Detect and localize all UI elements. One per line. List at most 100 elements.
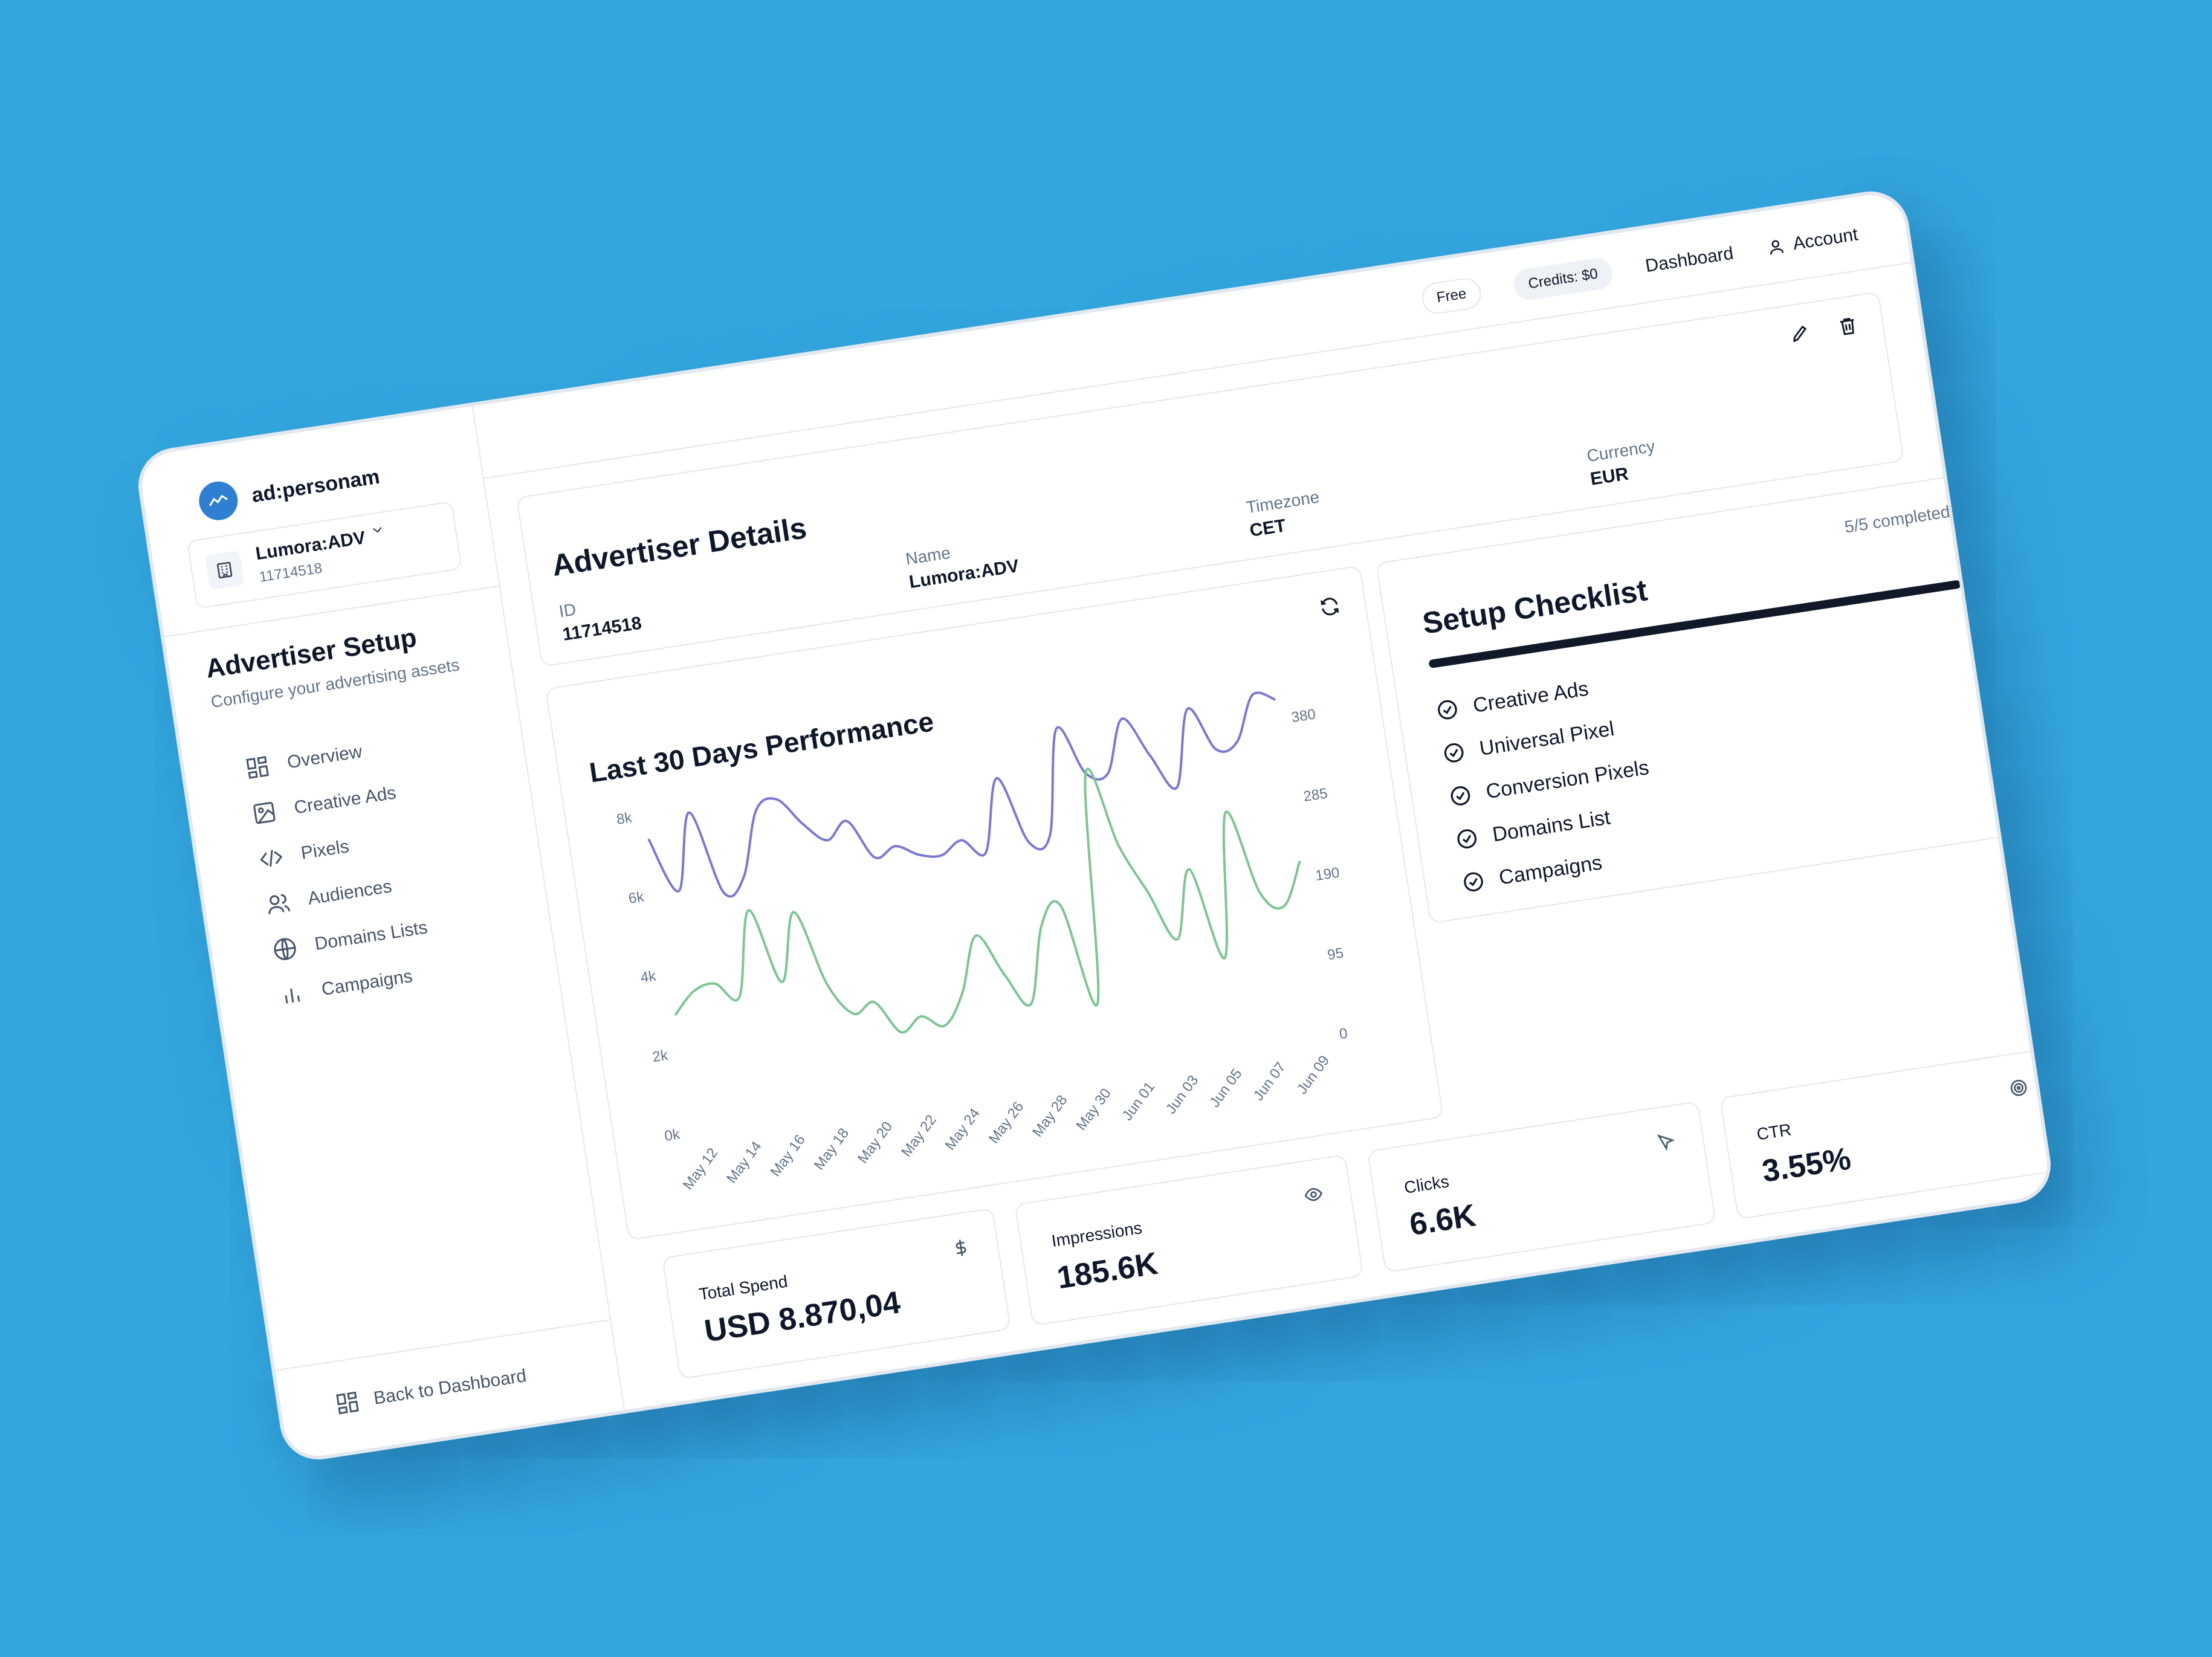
sidebar-item-audiences[interactable]: Audiences xyxy=(263,859,424,928)
nav-dashboard-link[interactable]: Dashboard xyxy=(1644,244,1735,277)
edit-icon[interactable] xyxy=(1788,321,1812,345)
sidebar-footer: Back to Dashboard xyxy=(275,1319,624,1461)
sidebar-item-label: Campaigns xyxy=(320,966,414,1000)
check-circle-icon xyxy=(1450,786,1470,806)
trash-icon[interactable] xyxy=(1836,314,1860,338)
sidebar-item-creative-ads[interactable]: Creative Ads xyxy=(249,769,410,838)
nav-account-label: Account xyxy=(1791,224,1860,254)
setup-checklist-card: Setup Checklist 5/5 completed Creative A… xyxy=(1376,471,2037,924)
stat-value: 6.6K xyxy=(1407,1198,1478,1243)
x-tick-label: May 26 xyxy=(986,1099,1027,1146)
stat-label: Impressions xyxy=(1050,1218,1143,1251)
main-content: Advertiser Details ID 11714518 Name Lumo… xyxy=(483,262,2056,1410)
x-tick-label: May 20 xyxy=(855,1119,896,1166)
chevron-down-icon[interactable] xyxy=(369,521,387,539)
y-right-tick-label: 380 xyxy=(1290,706,1317,726)
y-right-tick-label: 285 xyxy=(1302,785,1329,805)
sidebar-item-label: Pixels xyxy=(299,836,351,864)
x-tick-label: May 18 xyxy=(811,1125,852,1173)
account-id: 11714518 xyxy=(258,560,323,586)
field-id: ID 11714518 xyxy=(558,590,643,645)
eye-icon xyxy=(1304,1188,1323,1201)
x-tick-label: May 30 xyxy=(1073,1085,1114,1133)
sidebar-item-pixels[interactable]: Pixels xyxy=(256,814,417,883)
y-left-tick-label: 2k xyxy=(652,1047,670,1065)
grid-icon xyxy=(246,756,269,779)
checklist-item[interactable]: Conversion Pixels xyxy=(1446,746,1652,819)
cursor-icon xyxy=(1657,1134,1675,1151)
stat-label: Total Spend xyxy=(697,1271,789,1304)
x-tick-label: May 28 xyxy=(1029,1092,1070,1140)
building-icon xyxy=(204,550,245,590)
checklist-list: Creative Ads Universal Pixel Conversion … xyxy=(1433,660,1665,905)
field-timezone: Timezone CET xyxy=(1245,487,1324,541)
y-left-tick-label: 8k xyxy=(615,809,633,828)
credits-badge: Credits: $0 xyxy=(1512,256,1615,302)
clicks-series-line xyxy=(674,767,1301,1034)
brand[interactable]: ad:personam xyxy=(196,457,383,523)
users-icon xyxy=(268,894,291,914)
stat-card-total-spend: Total Spend USD 8.870,04 xyxy=(661,1207,1012,1380)
checklist-item-label: Domains List xyxy=(1490,806,1612,846)
sidebar-item-label: Domains Lists xyxy=(313,917,429,954)
x-tick-label: Jun 07 xyxy=(1250,1059,1289,1104)
grid-icon xyxy=(336,1391,359,1415)
x-tick-label: Jun 05 xyxy=(1206,1066,1245,1111)
app-screen: ad:personam Lumora:ADV 11714518 Advertis… xyxy=(137,190,2056,1461)
sidebar-item-label: Overview xyxy=(285,741,364,773)
nav-dashboard-label: Dashboard xyxy=(1644,243,1735,277)
check-circle-icon xyxy=(1457,829,1477,848)
stat-card-clicks: Clicks 6.6K xyxy=(1366,1100,1716,1273)
x-tick-label: May 16 xyxy=(767,1132,808,1180)
checklist-item[interactable]: Campaigns xyxy=(1459,832,1665,905)
x-tick-label: May 22 xyxy=(898,1112,939,1160)
account-name: Lumora:ADV xyxy=(254,528,367,564)
field-name: Name Lumora:ADV xyxy=(904,534,1020,593)
top-bar: Free Credits: $0 Dashboard Account xyxy=(471,190,1912,479)
y-left-tick-label: 0k xyxy=(664,1126,682,1145)
user-icon xyxy=(1770,240,1784,255)
checklist-item-label: Campaigns xyxy=(1497,850,1604,890)
account-switcher[interactable]: Lumora:ADV 11714518 xyxy=(186,500,462,610)
dollar-icon xyxy=(956,1239,966,1256)
checklist-title: Setup Checklist xyxy=(1420,573,1650,641)
checklist-item[interactable]: Universal Pixel xyxy=(1440,703,1646,776)
impressions-series-line xyxy=(647,691,1276,898)
code-icon xyxy=(260,850,283,867)
sidebar-item-campaigns[interactable]: Campaigns xyxy=(276,951,438,1019)
device-frame: ad:personam Lumora:ADV 11714518 Advertis… xyxy=(133,186,2056,1465)
stat-value: 3.55% xyxy=(1759,1141,1854,1189)
plan-badge: Free xyxy=(1420,276,1483,316)
image-icon xyxy=(253,802,276,824)
bar-chart-icon xyxy=(285,988,300,1004)
y-right-tick-label: 95 xyxy=(1326,945,1344,963)
brand-name: ad:personam xyxy=(250,465,381,507)
advertiser-details-card: Advertiser Details ID 11714518 Name Lumo… xyxy=(516,291,1904,667)
y-right-tick-label: 190 xyxy=(1315,864,1341,884)
checklist-item[interactable]: Creative Ads xyxy=(1433,660,1639,733)
details-title: Advertiser Details xyxy=(549,511,809,583)
checklist-progress-text: 5/5 completed xyxy=(1843,502,1952,537)
checklist-item-label: Creative Ads xyxy=(1471,676,1590,717)
brand-logo-icon xyxy=(196,479,241,523)
x-tick-label: Jun 09 xyxy=(1294,1053,1333,1097)
stat-label: Clicks xyxy=(1403,1172,1450,1197)
field-currency: Currency EUR xyxy=(1585,436,1660,489)
stat-card-impressions: Impressions 185.6K xyxy=(1014,1154,1364,1326)
nav-account-link[interactable]: Account xyxy=(1765,224,1860,258)
x-tick-label: Jun 03 xyxy=(1163,1072,1201,1117)
checklist-item[interactable]: Domains List xyxy=(1452,789,1658,862)
check-circle-icon xyxy=(1464,872,1483,892)
sidebar-item-domains-lists[interactable]: Domains Lists xyxy=(270,905,431,974)
y-right-tick-label: 0 xyxy=(1338,1025,1348,1042)
target-icon xyxy=(2010,1079,2027,1096)
stat-value: 185.6K xyxy=(1055,1245,1160,1296)
check-circle-icon xyxy=(1444,743,1464,763)
sidebar-item-overview[interactable]: Overview xyxy=(242,723,404,792)
performance-chart: 0k 2k 4k 6k 8k 0 95 190 285 380 May 12 May 14 May 16… xyxy=(615,691,1348,1193)
refresh-icon[interactable] xyxy=(1318,594,1342,619)
back-to-dashboard-link[interactable]: Back to Dashboard xyxy=(334,1364,528,1416)
y-left-tick-label: 6k xyxy=(627,888,645,907)
back-to-dashboard-label: Back to Dashboard xyxy=(372,1366,528,1409)
performance-card: Last 30 Days Performance 0k 2k 4k 6k 8k 0 95 19… xyxy=(545,565,1444,1241)
